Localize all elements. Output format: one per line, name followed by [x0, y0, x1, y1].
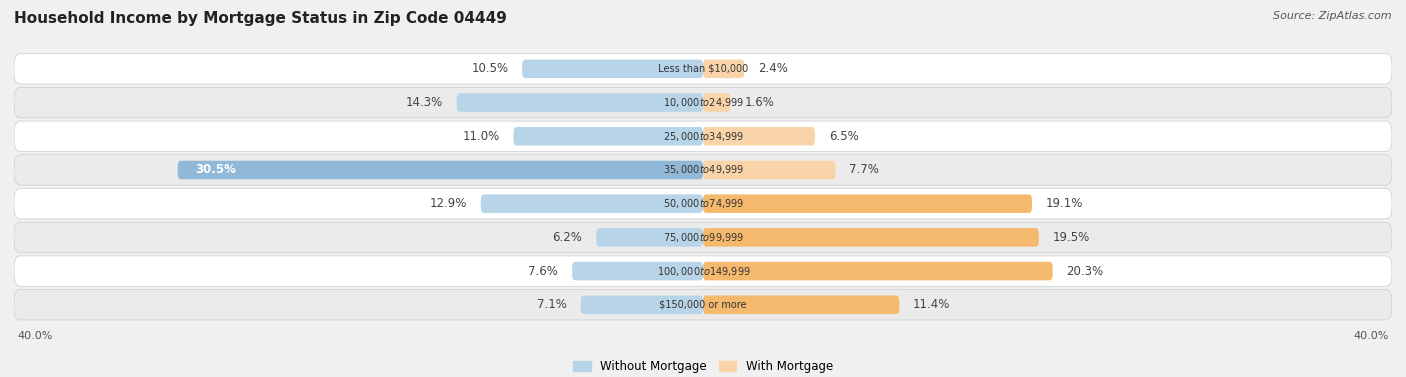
Text: Source: ZipAtlas.com: Source: ZipAtlas.com	[1274, 11, 1392, 21]
Text: 20.3%: 20.3%	[1066, 265, 1104, 277]
FancyBboxPatch shape	[522, 60, 703, 78]
Legend: Without Mortgage, With Mortgage: Without Mortgage, With Mortgage	[568, 355, 838, 377]
Text: Household Income by Mortgage Status in Zip Code 04449: Household Income by Mortgage Status in Z…	[14, 11, 508, 26]
FancyBboxPatch shape	[703, 93, 731, 112]
FancyBboxPatch shape	[513, 127, 703, 146]
Text: $100,000 to $149,999: $100,000 to $149,999	[654, 265, 752, 277]
Text: 7.6%: 7.6%	[529, 265, 558, 277]
FancyBboxPatch shape	[703, 228, 1039, 247]
Text: 7.7%: 7.7%	[849, 164, 879, 176]
FancyBboxPatch shape	[596, 228, 703, 247]
Text: 11.0%: 11.0%	[463, 130, 499, 143]
FancyBboxPatch shape	[703, 127, 815, 146]
Text: 1.6%: 1.6%	[744, 96, 775, 109]
FancyBboxPatch shape	[703, 60, 744, 78]
FancyBboxPatch shape	[14, 290, 1392, 320]
Text: 7.1%: 7.1%	[537, 298, 567, 311]
Text: 30.5%: 30.5%	[195, 164, 236, 176]
Text: $10,000 to $24,999: $10,000 to $24,999	[661, 96, 745, 109]
Text: $35,000 to $49,999: $35,000 to $49,999	[661, 164, 745, 176]
FancyBboxPatch shape	[572, 262, 703, 280]
FancyBboxPatch shape	[457, 93, 703, 112]
FancyBboxPatch shape	[481, 195, 703, 213]
FancyBboxPatch shape	[14, 222, 1392, 253]
FancyBboxPatch shape	[14, 87, 1392, 118]
FancyBboxPatch shape	[14, 121, 1392, 152]
FancyBboxPatch shape	[703, 161, 835, 179]
Text: $25,000 to $34,999: $25,000 to $34,999	[661, 130, 745, 143]
Text: $150,000 or more: $150,000 or more	[657, 300, 749, 310]
Text: 12.9%: 12.9%	[430, 197, 467, 210]
FancyBboxPatch shape	[703, 262, 1053, 280]
Text: 6.5%: 6.5%	[828, 130, 859, 143]
Text: 19.5%: 19.5%	[1053, 231, 1090, 244]
Text: 19.1%: 19.1%	[1046, 197, 1083, 210]
FancyBboxPatch shape	[14, 155, 1392, 185]
Text: 11.4%: 11.4%	[912, 298, 950, 311]
FancyBboxPatch shape	[581, 296, 703, 314]
Text: 2.4%: 2.4%	[758, 62, 787, 75]
FancyBboxPatch shape	[703, 195, 1032, 213]
FancyBboxPatch shape	[14, 188, 1392, 219]
Text: Less than $10,000: Less than $10,000	[655, 64, 751, 74]
Text: 40.0%: 40.0%	[1353, 331, 1389, 341]
Text: $50,000 to $74,999: $50,000 to $74,999	[661, 197, 745, 210]
Text: 14.3%: 14.3%	[406, 96, 443, 109]
FancyBboxPatch shape	[703, 296, 900, 314]
FancyBboxPatch shape	[177, 161, 703, 179]
FancyBboxPatch shape	[14, 256, 1392, 286]
Text: 40.0%: 40.0%	[17, 331, 53, 341]
FancyBboxPatch shape	[14, 54, 1392, 84]
Text: 6.2%: 6.2%	[553, 231, 582, 244]
Text: 10.5%: 10.5%	[471, 62, 509, 75]
Text: $75,000 to $99,999: $75,000 to $99,999	[661, 231, 745, 244]
